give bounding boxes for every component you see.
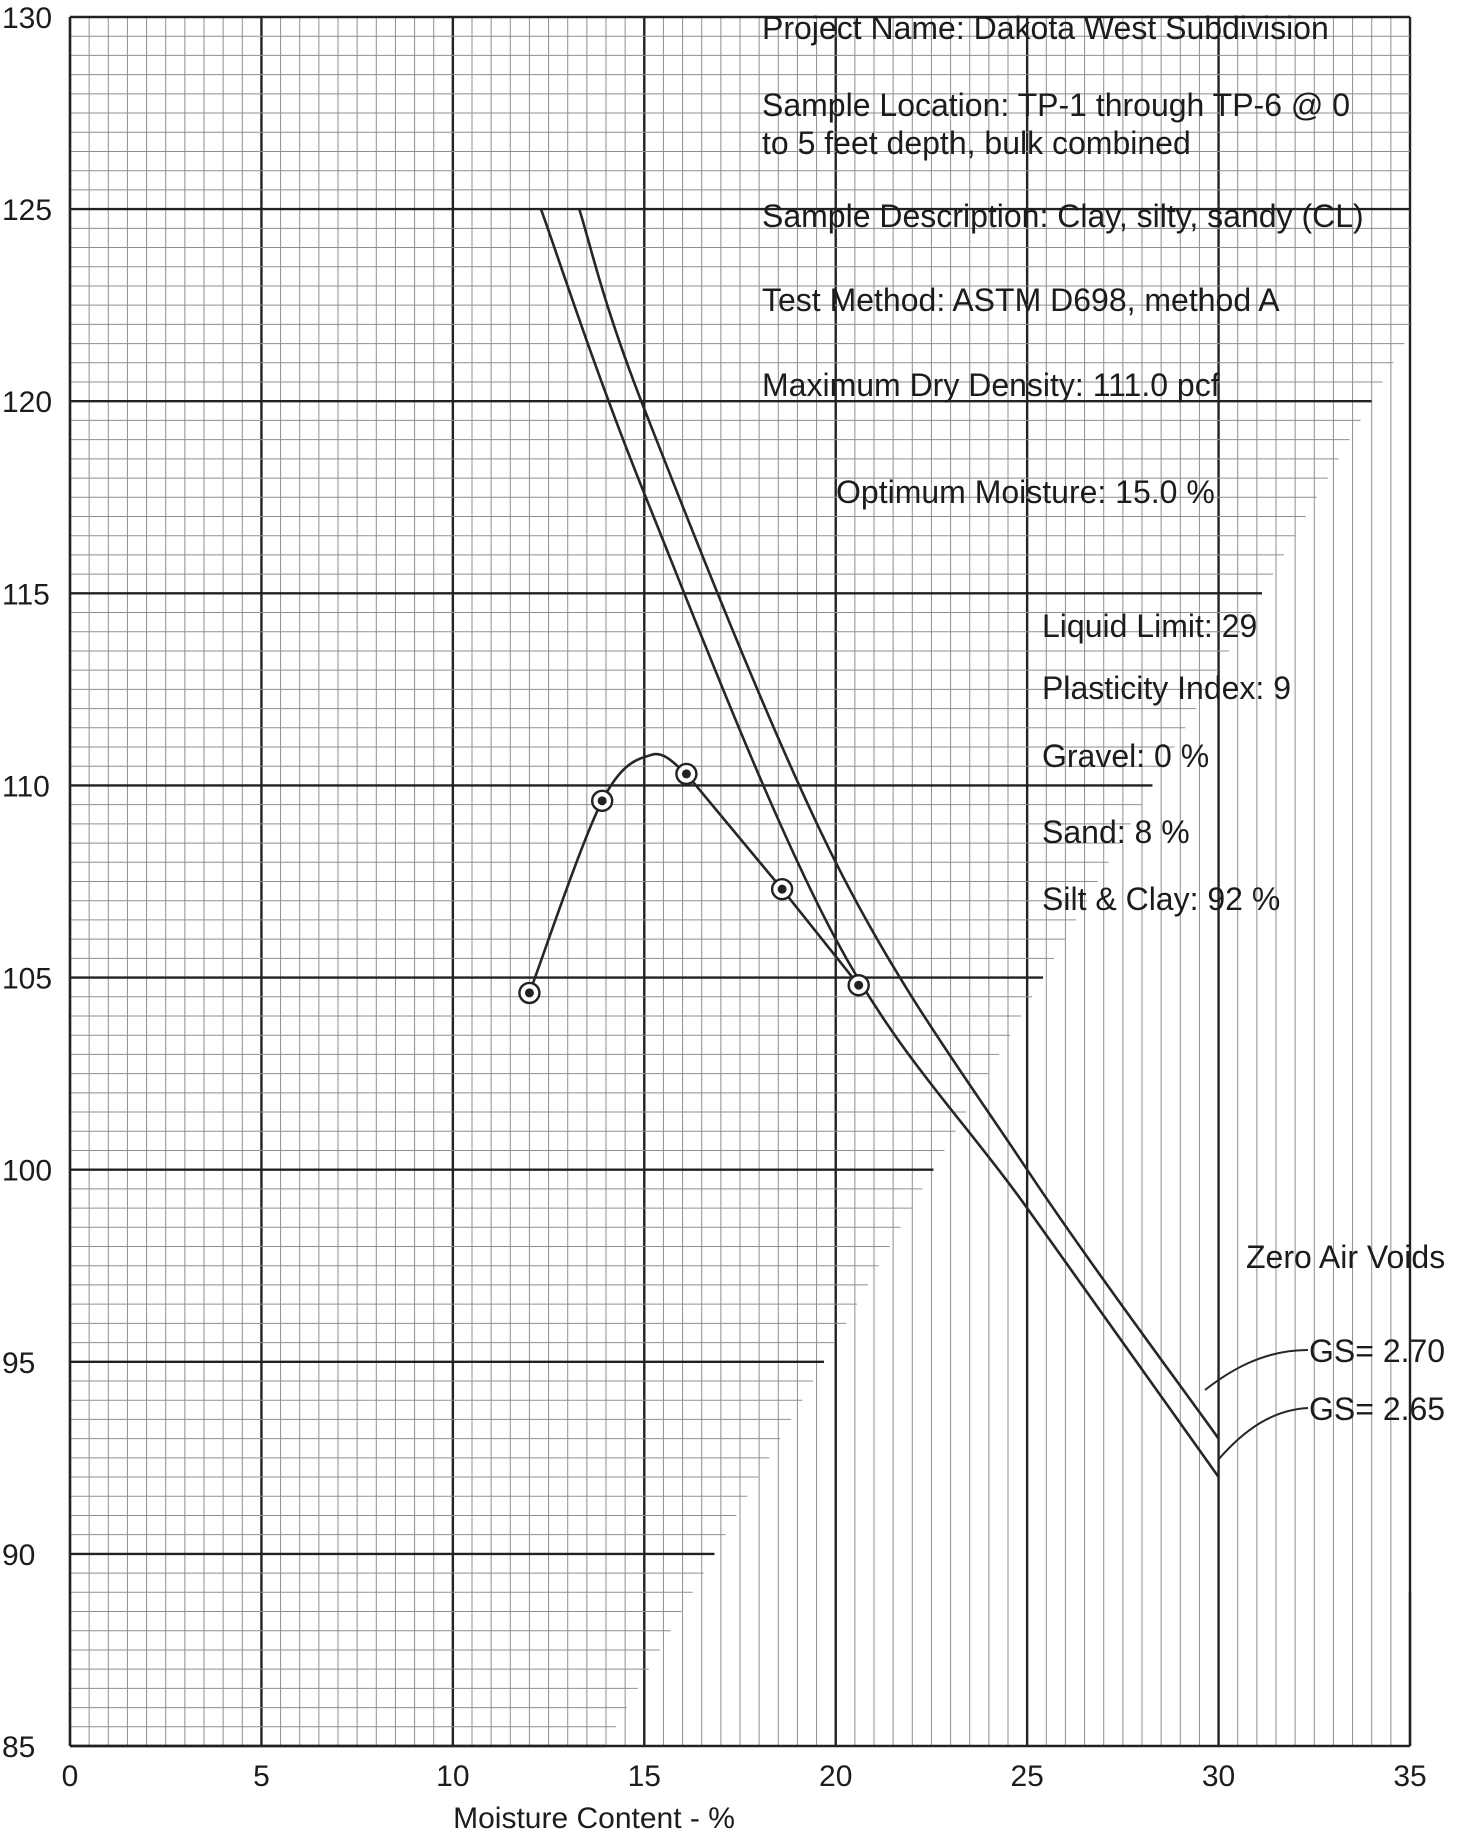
annotation-location-2: to 5 feet depth, bulk combined (762, 125, 1191, 161)
compaction-curve-rising (528, 752, 688, 994)
y-tick-label: 110 (2, 770, 50, 803)
x-tick-label: 15 (628, 1760, 661, 1793)
annotation-liquid-limit: Liquid Limit: 29 (1042, 608, 1257, 644)
grid (68, 15, 1412, 1748)
y-tick-label: 85 (2, 1731, 35, 1764)
annotation-gravel: Gravel: 0 % (1042, 738, 1209, 774)
x-tick-label: 20 (819, 1760, 852, 1793)
y-tick-label: 125 (2, 194, 52, 227)
x-tick-label: 5 (253, 1760, 270, 1793)
compaction-curve (518, 752, 870, 1005)
x-tick-label: 0 (62, 1760, 79, 1793)
y-tick-label: 105 (2, 963, 52, 996)
x-tick-label: 10 (436, 1760, 469, 1793)
annotation-plasticity: Plasticity Index: 9 (1042, 670, 1291, 706)
annotation-sand: Sand: 8 % (1042, 814, 1190, 850)
y-tick-label: 100 (2, 1155, 52, 1188)
annotation-location-1: Sample Location: TP-1 through TP-6 @ 0 (762, 87, 1350, 123)
zero-air-voids-lines (539, 208, 1220, 1478)
annotations: Project Name: Dakota West Subdivision Sa… (762, 10, 1445, 1427)
data-point-center (854, 980, 864, 990)
axis-ticks: 0 5 10 15 20 25 30 35 85 90 95 100 105 110 115 120 125 13… (2, 2, 1427, 1793)
gs-leaders (1204, 1349, 1309, 1461)
y-tick-label: 95 (2, 1347, 35, 1380)
y-tick-label: 115 (2, 578, 50, 611)
annotation-method: Test Method: ASTM D698, method A (762, 282, 1280, 318)
y-tick-label: 120 (2, 386, 52, 419)
leader-gs-270 (1204, 1349, 1309, 1391)
x-axis-label: Moisture Content - % (453, 1802, 735, 1834)
zav-line-gs-270 (577, 208, 1220, 1440)
annotation-silt-clay: Silt & Clay: 92 % (1042, 881, 1280, 917)
zav-line-gs-265 (539, 208, 1220, 1478)
data-point-center (777, 884, 787, 894)
leader-gs-265 (1217, 1407, 1309, 1461)
data-point-center (681, 769, 691, 779)
annotation-opt-moisture: Optimum Moisture: 15.0 % (836, 474, 1215, 510)
y-tick-label: 90 (2, 1539, 35, 1572)
x-tick-label: 25 (1010, 1760, 1043, 1793)
annotation-zero-air-voids: Zero Air Voids (1246, 1239, 1445, 1275)
data-point-center (524, 988, 534, 998)
x-tick-label: 30 (1202, 1760, 1235, 1793)
annotation-project: Project Name: Dakota West Subdivision (762, 10, 1329, 46)
data-point-center (597, 796, 607, 806)
y-tick-label: 130 (2, 2, 52, 35)
annotation-max-density: Maximum Dry Density: 111.0 pcf (762, 367, 1220, 403)
annotation-description: Sample Description: Clay, silty, sandy (… (762, 198, 1364, 234)
label-gs-265: GS= 2.65 (1309, 1391, 1445, 1427)
x-tick-label: 35 (1393, 1760, 1426, 1793)
label-gs-270: GS= 2.70 (1309, 1333, 1445, 1369)
